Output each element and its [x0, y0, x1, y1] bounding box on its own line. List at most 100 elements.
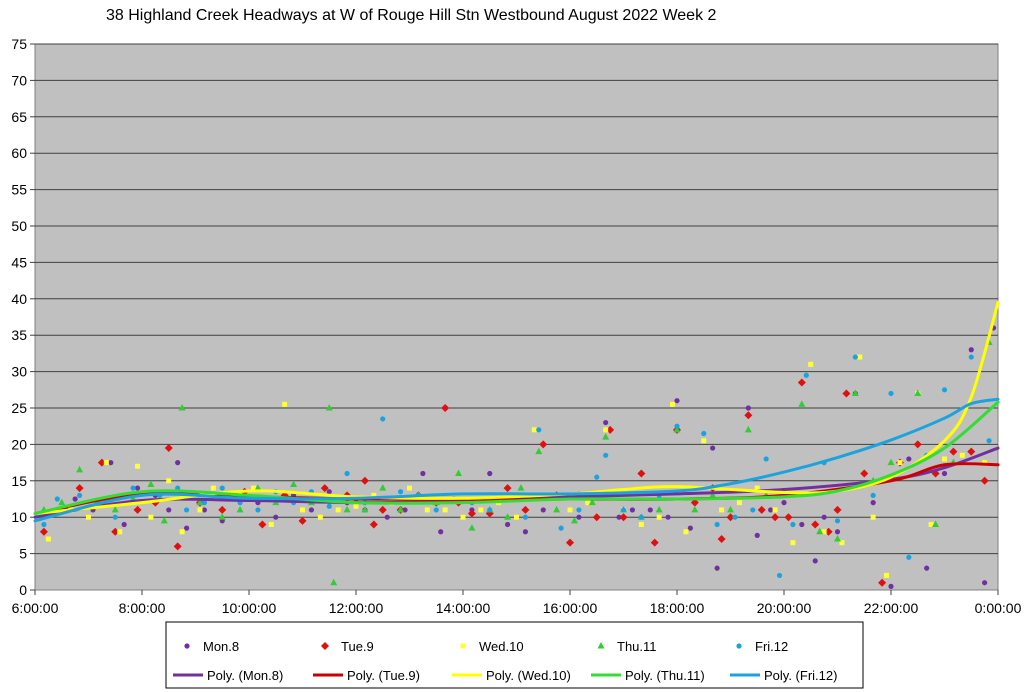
- x-tick-label: 0:00:00: [975, 600, 1022, 616]
- data-point: [147, 480, 155, 487]
- data-point: [384, 514, 390, 520]
- y-tick-label: 65: [11, 109, 27, 125]
- data-point: [638, 514, 644, 520]
- y-tick-label: 20: [11, 436, 27, 452]
- data-point: [870, 514, 876, 520]
- data-point: [754, 485, 760, 491]
- data-point: [379, 484, 387, 491]
- data-point: [986, 438, 992, 444]
- legend-label: Poly. (Tue.9): [347, 668, 420, 683]
- data-point: [913, 440, 922, 449]
- data-point: [397, 489, 404, 495]
- data-point: [197, 507, 203, 513]
- data-point: [602, 433, 610, 440]
- data-point: [369, 520, 378, 529]
- y-tick-label: 45: [11, 254, 27, 270]
- data-point: [790, 521, 796, 528]
- data-point: [343, 505, 351, 513]
- data-point: [798, 400, 806, 407]
- data-point: [776, 572, 783, 579]
- data-point: [754, 532, 760, 539]
- data-point: [442, 507, 448, 513]
- data-point: [594, 474, 600, 480]
- y-tick-label: 0: [19, 582, 27, 598]
- data-point: [467, 509, 476, 518]
- data-point: [210, 485, 216, 491]
- data-point: [487, 470, 493, 477]
- data-point: [201, 507, 208, 513]
- data-point: [726, 513, 735, 522]
- data-point: [424, 507, 430, 513]
- data-point: [816, 527, 824, 535]
- y-tick-label: 10: [11, 509, 27, 525]
- data-point: [254, 484, 262, 491]
- data-point: [857, 354, 863, 360]
- data-point: [460, 514, 466, 520]
- data-point: [690, 498, 699, 507]
- data-point: [833, 505, 842, 514]
- data-point: [121, 521, 127, 528]
- data-point: [673, 425, 681, 433]
- chart-title: 38 Highland Creek Headways at W of Rouge…: [106, 7, 717, 24]
- data-point: [298, 516, 307, 525]
- data-point: [603, 419, 609, 426]
- data-point: [236, 505, 244, 513]
- data-point: [326, 489, 332, 495]
- data-point: [407, 485, 412, 491]
- legend-marker: [460, 643, 466, 649]
- data-point: [514, 514, 519, 520]
- data-point: [619, 513, 628, 522]
- y-tick-label: 30: [11, 364, 27, 380]
- data-point: [503, 484, 512, 493]
- data-point: [757, 505, 766, 514]
- data-point: [714, 521, 720, 528]
- data-point: [522, 529, 529, 535]
- trendlines: [33, 300, 1000, 523]
- data-point: [117, 529, 123, 535]
- x-tick-label: 22:00:00: [864, 600, 919, 616]
- x-tick-label: 8:00:00: [119, 600, 166, 616]
- data-point: [790, 540, 796, 546]
- data-point: [799, 521, 805, 528]
- data-point: [744, 425, 752, 433]
- data-point: [982, 460, 988, 466]
- y-tick-label: 15: [11, 473, 27, 489]
- data-point: [175, 460, 181, 466]
- data-point: [771, 513, 780, 522]
- data-point: [112, 514, 118, 520]
- data-point: [924, 565, 930, 571]
- data-point: [637, 469, 646, 478]
- data-point: [553, 505, 561, 513]
- legend-label: Fri.12: [755, 639, 788, 654]
- legend-label: Tue.9: [341, 639, 374, 654]
- data-point: [941, 387, 948, 393]
- data-point: [402, 507, 408, 513]
- data-point: [576, 507, 582, 513]
- data-point: [258, 520, 267, 529]
- legend-label: Thu.11: [617, 639, 657, 654]
- data-point: [135, 463, 141, 469]
- data-point: [86, 514, 91, 520]
- data-point: [335, 507, 341, 513]
- data-point: [539, 440, 548, 449]
- data-point: [980, 476, 989, 485]
- data-point: [504, 513, 512, 520]
- legend-label: Poly. (Thu.11): [625, 668, 705, 683]
- data-point: [441, 404, 450, 412]
- data-point: [164, 444, 173, 453]
- data-point: [103, 460, 109, 466]
- data-point: [531, 427, 537, 433]
- legend-label: Mon.8: [203, 639, 239, 654]
- data-point: [455, 469, 463, 477]
- data-point: [897, 460, 903, 466]
- data-point: [521, 505, 530, 514]
- data-point: [576, 514, 582, 520]
- data-point: [517, 484, 525, 491]
- y-tick-label: 55: [11, 182, 27, 198]
- data-point: [133, 505, 142, 514]
- data-point: [638, 521, 644, 527]
- data-point: [218, 513, 226, 520]
- x-axis: 6:00:00 8:00:00 10:00:00 12:00:00 14:00:00 16…: [12, 590, 1022, 616]
- data-point: [108, 460, 114, 466]
- data-point: [603, 452, 609, 458]
